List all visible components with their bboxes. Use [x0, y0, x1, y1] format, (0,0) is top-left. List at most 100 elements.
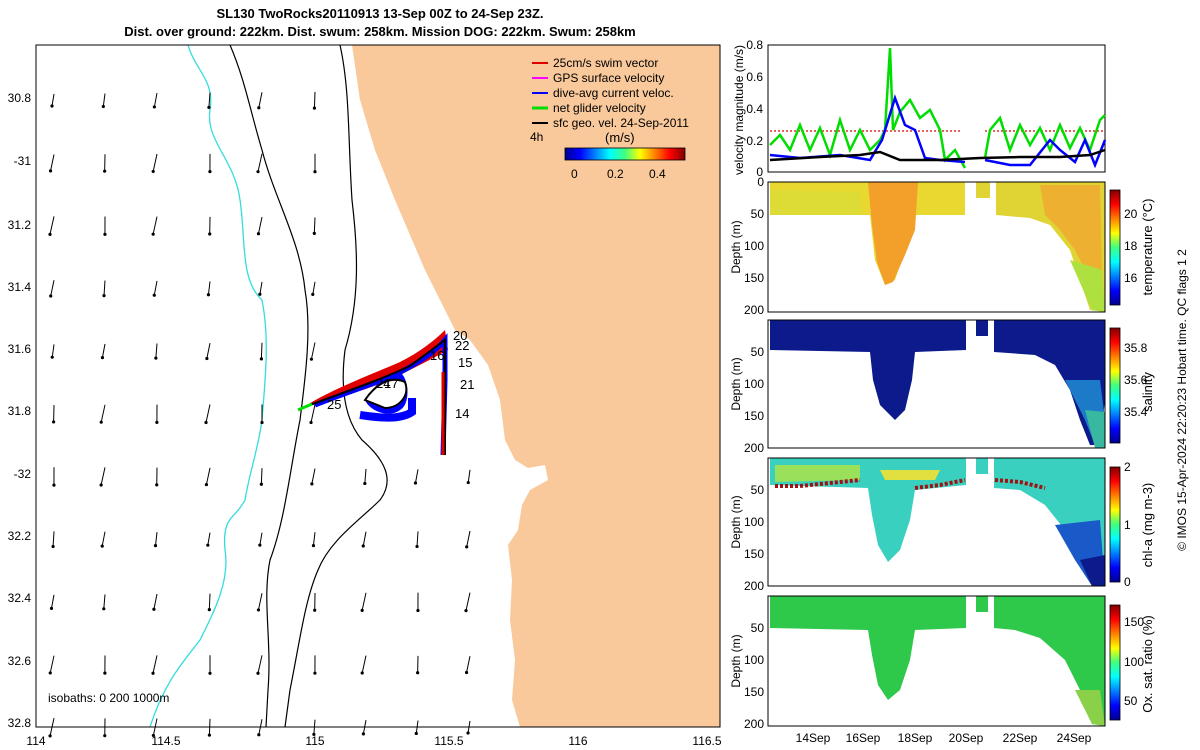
- depth-tick: 200: [744, 717, 764, 731]
- svg-text:35.4: 35.4: [1124, 405, 1148, 419]
- velocity-vector: [205, 467, 211, 485]
- velocity-vector-head: [206, 543, 210, 547]
- x-tick: 116.5: [692, 734, 721, 748]
- coastline-contour: [229, 45, 309, 727]
- colorbar-tag: 4h: [530, 130, 543, 144]
- velocity-vector: [51, 93, 55, 107]
- velocity-vector: [467, 720, 471, 734]
- depth-label: Depth (m): [729, 357, 743, 410]
- svg-text:22Sep: 22Sep: [1003, 731, 1038, 745]
- velocity-vector-head: [258, 292, 262, 296]
- velocity-vector-head: [256, 232, 261, 236]
- svg-text:50: 50: [1124, 694, 1138, 708]
- velocity-vector-head: [103, 734, 107, 738]
- velocity-vector: [362, 720, 367, 734]
- isobaths-note: isobaths: 0 200 1000m: [48, 691, 169, 705]
- velocity-vector: [208, 593, 211, 610]
- x-tick: 116: [568, 734, 587, 748]
- velocity-vector-head: [310, 482, 314, 486]
- velocity-vector: [415, 720, 419, 734]
- depth-label: Depth (m): [729, 220, 743, 273]
- svg-text:20: 20: [1124, 207, 1138, 221]
- map-panel: 20 22 16 15 21 14 24 17 25 25cm/s swim v…: [8, 44, 722, 748]
- velocity-vector-head: [208, 671, 212, 675]
- velocity-vector-head: [204, 482, 209, 487]
- velocity-vector: [152, 655, 158, 674]
- velocity-vector-head: [257, 733, 261, 737]
- velocity-vector: [155, 343, 158, 359]
- velocity-vector: [49, 216, 55, 235]
- y-tick: 31.6: [8, 342, 32, 356]
- velocity-vector-head: [464, 608, 468, 613]
- legend-item: 25cm/s swim vector: [553, 56, 658, 70]
- y-tick: 32.2: [8, 529, 32, 543]
- velocity-vector-head: [311, 543, 316, 548]
- oxygen-panel: 150 100 50 Ox. sat. ratio (%): [767, 595, 1155, 727]
- velocity-vector-head: [363, 481, 367, 486]
- velocity-vector-head: [465, 545, 469, 549]
- velocity-vector: [312, 281, 316, 295]
- velocity-vector: [154, 532, 158, 546]
- legend-item: sfc geo. vel. 24-Sep-2011: [553, 116, 689, 130]
- salinity-label: salinity: [1140, 372, 1155, 412]
- depth-tick: 50: [751, 621, 765, 635]
- depth-tick: 100: [744, 653, 764, 667]
- y-tick: 31.4: [8, 280, 32, 294]
- depth-tick: 150: [744, 409, 764, 423]
- velocity-vector-head: [257, 106, 261, 110]
- velocity-vector: [101, 343, 106, 358]
- velocity-vector: [100, 467, 106, 486]
- day-label: 17: [384, 376, 398, 391]
- svg-text:35.8: 35.8: [1124, 341, 1148, 355]
- velocity-vector: [362, 531, 367, 547]
- velocity-vector-head: [361, 544, 365, 548]
- x-tick: 114: [26, 734, 45, 748]
- y-tick: -32: [14, 467, 32, 481]
- velocity-vector-head: [361, 732, 365, 736]
- svg-text:24Sep: 24Sep: [1057, 731, 1092, 745]
- chla-colorbar: [1109, 466, 1121, 583]
- velocity-panel: 0.8 0.6 0.4 0.2 0 velocity magnitude (m/…: [732, 38, 1107, 179]
- velocity-vector-head: [48, 671, 52, 675]
- velocity-vector-head: [312, 231, 316, 235]
- velocity-y-ticks: 0.8 0.6 0.4 0.2 0: [746, 38, 763, 179]
- y-tick: 30.8: [8, 91, 32, 105]
- velocity-vector-head: [49, 606, 54, 610]
- temperature-label: temperature (°C): [1140, 199, 1155, 296]
- depth-tick: 50: [751, 483, 765, 497]
- colorbar-tick: 0: [571, 167, 578, 181]
- day-labels: 20 22 16 15 21 14 24 17 25: [327, 328, 474, 421]
- velocity-vector-head: [416, 608, 420, 613]
- velocity-vector: [51, 344, 55, 358]
- velocity-vector: [49, 655, 55, 674]
- velocity-vector-head: [208, 169, 212, 174]
- x-tick: 115.5: [434, 734, 463, 748]
- velocity-vector: [206, 343, 211, 359]
- velocity-vector: [260, 468, 263, 485]
- day-label: 24: [376, 376, 390, 391]
- colorbar-tick: 0.4: [649, 167, 666, 181]
- time-x-ticks: 14Sep 16Sep 18Sep 20Sep 22Sep 24Sep: [796, 731, 1092, 745]
- velocity-vector: [152, 216, 158, 235]
- velocity-vector-head: [50, 355, 54, 359]
- salinity-panel: 35.8 35.6 35.4 salinity: [767, 319, 1155, 449]
- depth-tick: 200: [744, 579, 764, 593]
- velocity-vector: [311, 468, 316, 484]
- y-tick: 32.4: [8, 591, 32, 605]
- svg-text:100: 100: [1124, 655, 1144, 669]
- day-label: 22: [455, 338, 469, 353]
- surface-velocity-vectors: [48, 91, 471, 738]
- depth-tick: 150: [744, 271, 764, 285]
- y-tick: 32.8: [8, 716, 32, 730]
- svg-text:20Sep: 20Sep: [949, 731, 984, 745]
- depth-label: Depth (m): [729, 495, 743, 548]
- colorbar-tick: 0.2: [607, 167, 624, 181]
- velocity-vector: [259, 281, 263, 295]
- velocity-vector: [258, 92, 263, 108]
- velocity-vector-head: [152, 293, 156, 297]
- velocity-vector-head: [309, 420, 313, 425]
- velocity-vector-head: [313, 170, 317, 174]
- velocity-vector-head: [256, 608, 261, 612]
- map-legend: 25cm/s swim vector GPS surface velocity …: [530, 56, 689, 181]
- depth-label: Depth (m): [729, 634, 743, 687]
